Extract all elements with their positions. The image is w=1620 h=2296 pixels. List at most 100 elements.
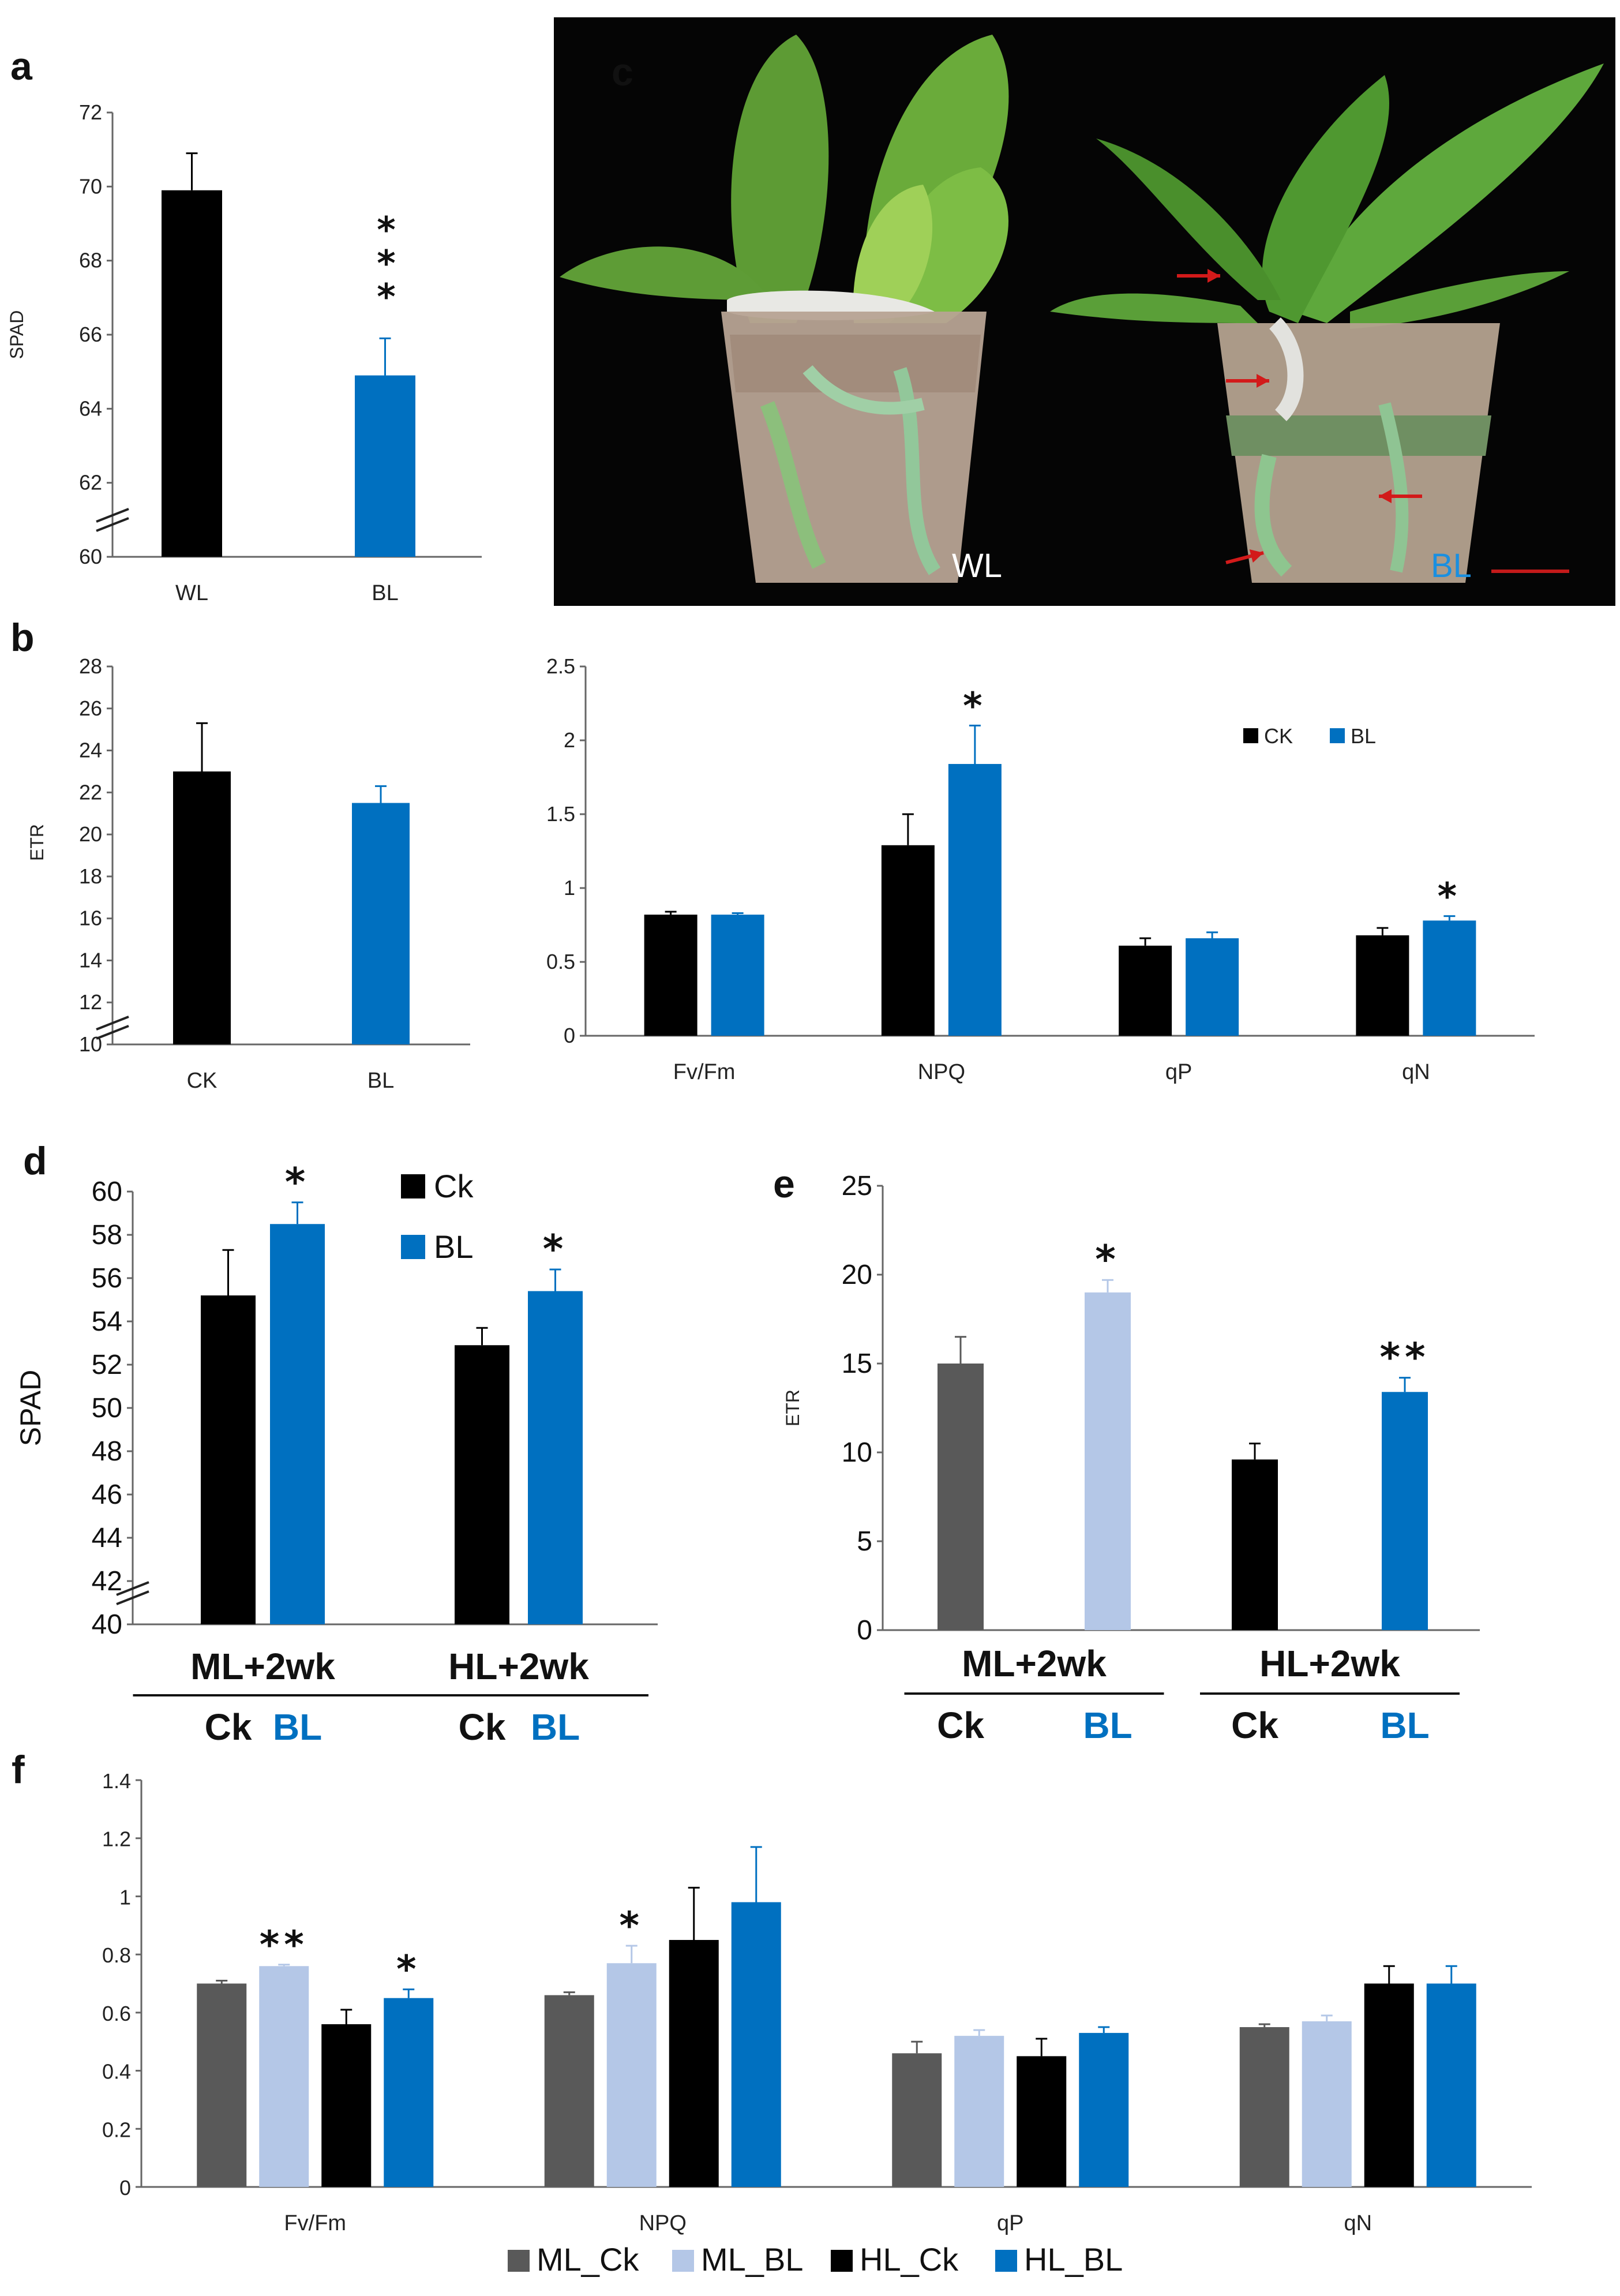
y-tick-label: 66	[79, 323, 102, 346]
panel-letter-d: d	[23, 1139, 47, 1183]
legend-label: BL	[434, 1228, 474, 1265]
group-sub-label: Ck	[459, 1706, 506, 1748]
y-tick-label: 24	[79, 739, 102, 762]
bar-ML+2wk-BL	[1085, 1292, 1131, 1630]
group-sub-label: BL	[1380, 1705, 1429, 1746]
legend-swatch	[1330, 728, 1345, 743]
bar-ML+2wk-Ck	[201, 1295, 256, 1624]
y-tick-label: 1	[119, 1885, 131, 1909]
bar-HL+2wk-Ck	[1232, 1459, 1278, 1630]
x-tick-label: Fv/Fm	[673, 1060, 736, 1084]
y-tick-label: 68	[79, 249, 102, 272]
y-axis-label: ETR	[782, 1389, 803, 1426]
y-tick-label: 60	[79, 545, 102, 568]
x-tick-label: BL	[367, 1069, 394, 1093]
bar-BL-Fv/Fm	[711, 915, 764, 1036]
y-tick-label: 70	[79, 174, 102, 198]
y-tick-label: 58	[92, 1220, 122, 1250]
y-tick-label: 20	[79, 822, 102, 846]
bar-ML_BL-qN	[1302, 2021, 1352, 2187]
significance-marker: *	[285, 1160, 310, 1205]
y-tick-label: 10	[842, 1437, 872, 1468]
chart-b-left: 10 12 14 16 18 20 22 24 26 28 ETR CK BL	[27, 654, 470, 1093]
photo-label-wl: WL	[952, 547, 1002, 585]
significance-marker: *	[543, 1227, 568, 1272]
group-sub-label: Ck	[937, 1705, 984, 1746]
panel-letter-a: a	[10, 44, 33, 88]
y-tick-label: 5	[857, 1526, 872, 1557]
legend-label: ML_Ck	[537, 2241, 639, 2278]
y-tick-label: 12	[79, 990, 102, 1014]
x-tick-label: qP	[997, 2211, 1023, 2235]
bar-CK-qP	[1119, 945, 1172, 1036]
bar-HL_Ck-Fv/Fm	[321, 2024, 372, 2187]
y-tick-label: 26	[79, 696, 102, 720]
group-sub-label: BL	[1083, 1705, 1132, 1746]
legend-label: Ck	[434, 1168, 474, 1204]
chart-b-right: 0 0.5 1 1.5 2 2.5 Fv/Fm * NPQ qP * qN CK BL	[546, 654, 1535, 1084]
significance-marker: *	[1095, 1237, 1120, 1283]
axis-break-mark	[96, 1016, 129, 1031]
significance-marker: **	[1379, 1335, 1430, 1381]
legend-swatch	[1243, 728, 1258, 743]
y-tick-label: 0.8	[102, 1943, 131, 1967]
chart-a: 60 62 64 66 68 70 72 SPAD WL BL * * *	[6, 100, 482, 605]
significance-marker: * * *	[377, 209, 395, 318]
y-tick-label: 1.5	[546, 802, 575, 826]
y-tick-label: 64	[79, 396, 102, 420]
y-tick-label: 2	[564, 728, 575, 752]
y-tick-label: 40	[92, 1609, 122, 1640]
y-tick-label: 14	[79, 948, 102, 972]
y-tick-label: 0.6	[102, 2002, 131, 2025]
y-tick-label: 48	[92, 1436, 122, 1467]
axis-break-mark	[96, 508, 129, 523]
significance-marker: *	[1438, 876, 1461, 919]
red-arrow-head-icon	[1249, 549, 1263, 563]
photo-label-bl: BL	[1431, 547, 1472, 585]
axis-break-mark	[116, 1581, 149, 1596]
bar-CK-Fv/Fm	[644, 915, 697, 1036]
panel-letter-b: b	[10, 616, 35, 660]
y-tick-label: 1	[564, 876, 575, 900]
y-tick-label: 20	[842, 1260, 872, 1290]
y-axis-label: ETR	[27, 824, 47, 861]
legend-swatch	[401, 1235, 425, 1259]
legend-swatch	[995, 2250, 1017, 2272]
plant-bl-image	[1050, 63, 1604, 583]
y-axis-label: SPAD	[14, 1370, 47, 1446]
significance-marker: *	[963, 685, 987, 728]
bar-HL+2wk-BL	[1382, 1392, 1428, 1630]
legend-label: CK	[1264, 724, 1293, 748]
y-tick-label: 46	[92, 1480, 122, 1510]
significance-marker: **	[260, 1923, 309, 1967]
y-tick-label: 15	[842, 1349, 872, 1379]
bar-ML+2wk-BL	[270, 1224, 325, 1624]
y-tick-label: 10	[79, 1032, 102, 1056]
y-tick-label: 42	[92, 1566, 122, 1597]
x-tick-label: NPQ	[639, 2211, 687, 2235]
bar-ML_BL-NPQ	[606, 1963, 657, 2187]
group-sub-label: BL	[273, 1706, 322, 1748]
significance-marker: *	[619, 1904, 644, 1948]
legend-swatch	[508, 2250, 530, 2272]
legend-label: ML_BL	[701, 2241, 803, 2278]
bar-HL_Ck-NPQ	[669, 1939, 719, 2187]
legend-swatch	[831, 2250, 853, 2272]
x-tick-label: Fv/Fm	[284, 2211, 346, 2235]
y-axis-label: SPAD	[6, 310, 27, 359]
bar-CK-NPQ	[881, 845, 935, 1036]
panel-letter-f: f	[12, 1748, 25, 1792]
bar-HL+2wk-BL	[528, 1291, 583, 1624]
y-tick-label: 28	[79, 654, 102, 678]
y-tick-label: 2.5	[546, 654, 575, 678]
bar-HL+2wk-Ck	[455, 1345, 509, 1624]
bar-ML_Ck-qN	[1239, 2027, 1289, 2187]
y-tick-label: 0	[857, 1615, 872, 1646]
bar-ML_Ck-NPQ	[544, 1995, 594, 2187]
bar-BL	[355, 375, 415, 557]
bar-ML_BL-qP	[954, 2036, 1004, 2187]
y-tick-label: 56	[92, 1263, 122, 1294]
chart-e: 0 5 10 15 20 25 ETR * ML+2wk Ck BL ** HL+2wk Ck BL	[782, 1171, 1480, 1746]
y-tick-label: 1.2	[102, 1827, 131, 1851]
